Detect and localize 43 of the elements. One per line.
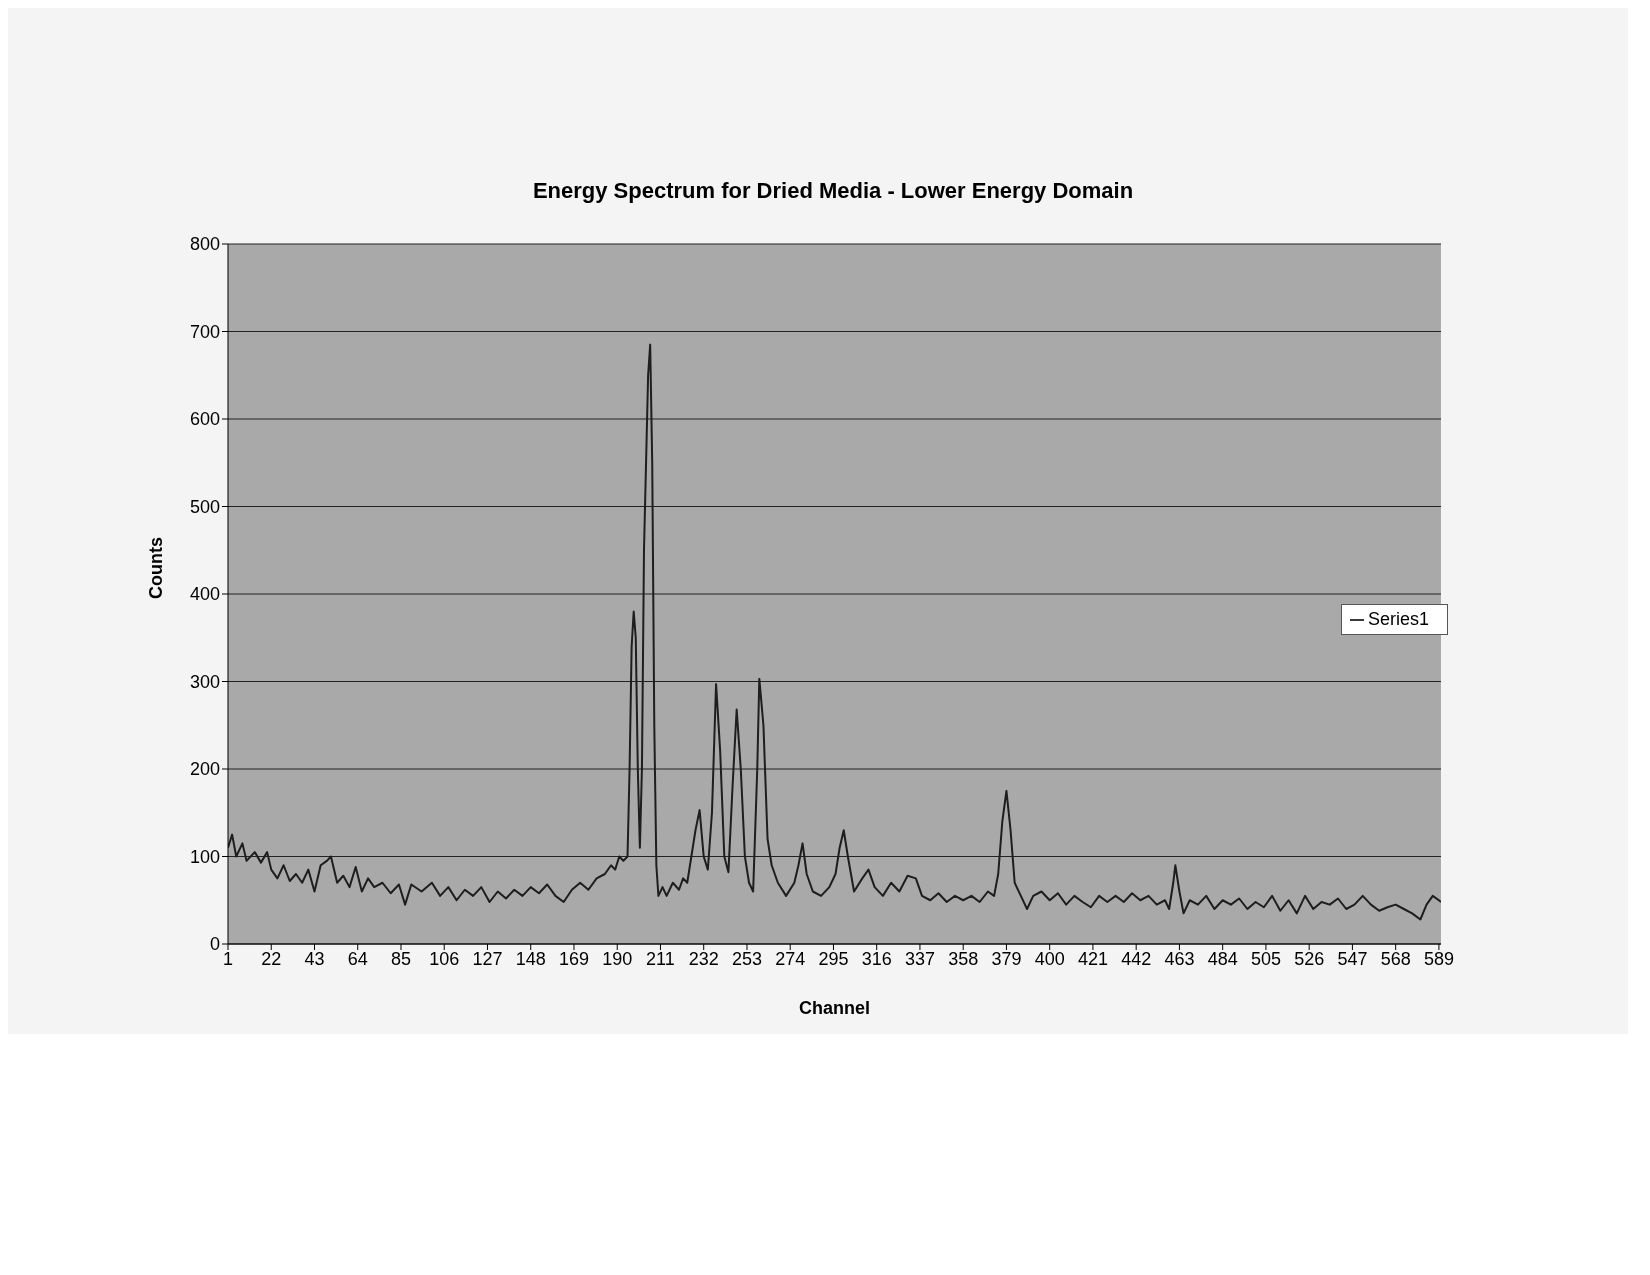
- x-tick-label: 505: [1250, 948, 1281, 969]
- x-tick-label: 421: [1077, 948, 1108, 969]
- y-tick-label: 200: [189, 759, 220, 780]
- x-tick-label: 274: [775, 948, 806, 969]
- y-tick-label: 700: [189, 321, 220, 342]
- y-tick-label: 300: [189, 671, 220, 692]
- x-tick-label: 85: [390, 948, 411, 969]
- line-series: [228, 343, 1441, 921]
- x-tick-label: 169: [558, 948, 589, 969]
- y-tick-label: 0: [209, 934, 220, 955]
- x-tick-label: 148: [515, 948, 546, 969]
- x-tick-label: 232: [688, 948, 719, 969]
- x-tick-label: 22: [261, 948, 282, 969]
- x-tick-label: 379: [991, 948, 1022, 969]
- x-tick-label: 358: [948, 948, 979, 969]
- x-tick-label: 442: [1121, 948, 1152, 969]
- legend-label: Series1: [1367, 608, 1429, 629]
- x-tick-label: 589: [1423, 948, 1454, 969]
- y-tick-label: 600: [189, 409, 220, 430]
- x-tick-label: 211: [646, 948, 675, 969]
- y-axis-title: Counts: [146, 537, 167, 599]
- x-tick-label: 106: [429, 948, 460, 969]
- x-tick-label: 316: [861, 948, 892, 969]
- x-tick-label: 568: [1380, 948, 1411, 969]
- x-tick-label: 337: [904, 948, 935, 969]
- x-tick-label: 547: [1337, 948, 1368, 969]
- y-tick-label: 500: [189, 496, 220, 517]
- x-tick-label: 43: [304, 948, 325, 969]
- y-tick-label: 800: [189, 234, 220, 255]
- y-tick-label: 400: [189, 584, 220, 605]
- y-tick-label: 100: [189, 846, 220, 867]
- chart-title: Energy Spectrum for Dried Media - Lower Energy Domain: [531, 178, 1135, 204]
- x-tick-label: 526: [1294, 948, 1325, 969]
- x-axis-title: Channel: [798, 998, 870, 1018]
- x-tick-label: 1: [222, 948, 234, 969]
- x-tick-label: 64: [347, 948, 368, 969]
- x-tick-label: 400: [1034, 948, 1065, 969]
- x-tick-label: 253: [731, 948, 762, 969]
- x-tick-label: 127: [472, 948, 503, 969]
- x-tick-label: 463: [1164, 948, 1195, 969]
- x-tick-label: 190: [602, 948, 633, 969]
- x-tick-label: 295: [818, 948, 849, 969]
- x-tick-label: 484: [1207, 948, 1238, 969]
